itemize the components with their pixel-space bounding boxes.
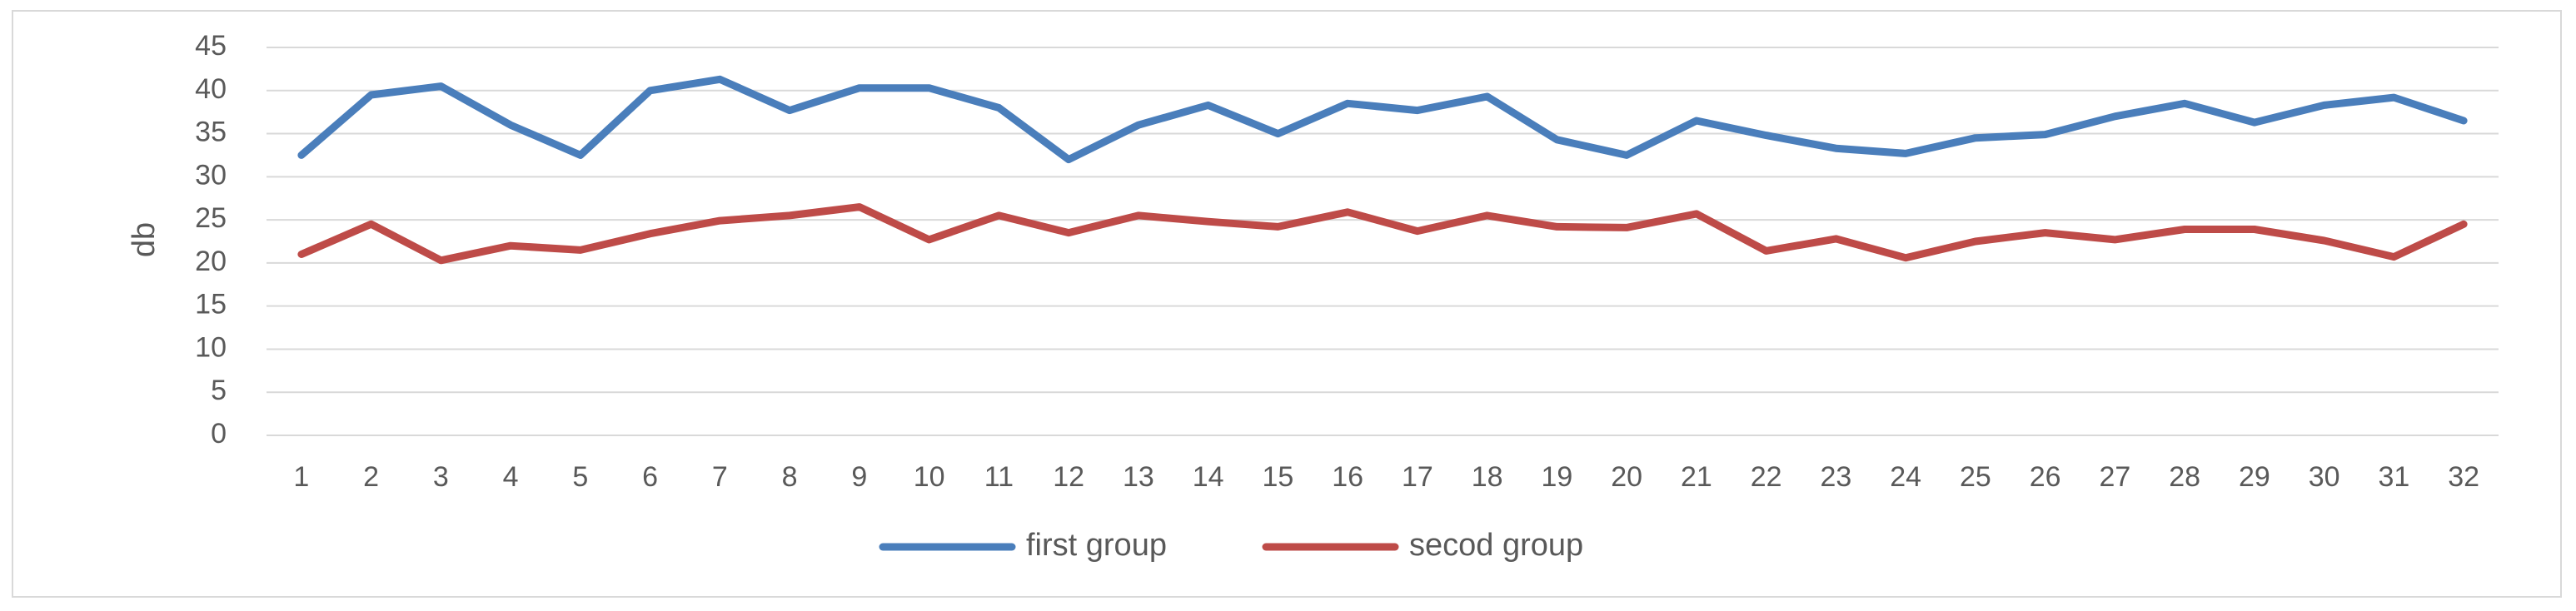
y-tick-label: 10 — [195, 331, 227, 363]
y-axis-title: db — [127, 222, 162, 257]
x-tick-label: 6 — [642, 461, 658, 493]
y-axis-ticks: 0 5 10 15 20 25 30 35 40 45 — [195, 30, 227, 450]
y-tick-label: 30 — [195, 159, 227, 191]
legend: first group secod group — [879, 528, 1583, 563]
x-tick-label: 16 — [1332, 461, 1363, 493]
x-tick-label: 21 — [1681, 461, 1712, 493]
x-tick-label: 19 — [1541, 461, 1572, 493]
x-tick-label: 2 — [363, 461, 379, 493]
y-tick-label: 25 — [195, 202, 227, 234]
y-tick-label: 5 — [211, 375, 227, 406]
legend-label-2: secod group — [1409, 528, 1583, 563]
series-line-1 — [297, 75, 2468, 164]
x-tick-label: 3 — [433, 461, 449, 493]
x-tick-label: 29 — [2239, 461, 2270, 493]
y-tick-label: 20 — [195, 246, 227, 277]
y-tick-label: 45 — [195, 30, 227, 62]
x-tick-label: 5 — [572, 461, 588, 493]
x-tick-label: 22 — [1751, 461, 1782, 493]
y-tick-label: 15 — [195, 289, 227, 320]
x-tick-label: 17 — [1402, 461, 1433, 493]
x-tick-label: 24 — [1890, 461, 1921, 493]
series-line-2 — [297, 203, 2468, 265]
y-tick-label: 40 — [195, 73, 227, 105]
x-tick-label: 12 — [1053, 461, 1084, 493]
gridlines — [267, 47, 2499, 436]
y-tick-label: 35 — [195, 117, 227, 148]
y-tick-label: 0 — [211, 418, 227, 450]
x-tick-label: 28 — [2169, 461, 2200, 493]
x-tick-label: 30 — [2309, 461, 2340, 493]
x-tick-label: 8 — [782, 461, 798, 493]
x-tick-label: 7 — [712, 461, 728, 493]
x-tick-label: 32 — [2448, 461, 2479, 493]
chart-frame — [12, 10, 2562, 598]
x-tick-label: 10 — [914, 461, 945, 493]
x-tick-label: 18 — [1472, 461, 1503, 493]
x-tick-label: 26 — [2030, 461, 2061, 493]
x-tick-label: 1 — [293, 461, 309, 493]
x-tick-label: 11 — [984, 461, 1014, 493]
x-tick-label: 31 — [2378, 461, 2409, 493]
x-tick-label: 25 — [1960, 461, 1991, 493]
x-tick-label: 20 — [1611, 461, 1642, 493]
legend-label-1: first group — [1026, 528, 1167, 563]
x-tick-label: 27 — [2099, 461, 2130, 493]
series-lines — [297, 75, 2468, 265]
x-tick-label: 23 — [1820, 461, 1851, 493]
x-tick-label: 9 — [851, 461, 867, 493]
x-tick-label: 14 — [1193, 461, 1224, 493]
x-tick-label: 15 — [1262, 461, 1293, 493]
x-tick-label: 13 — [1123, 461, 1154, 493]
x-axis-ticks: 1 2 3 4 5 6 7 8 9 10 11 12 13 14 15 16 17 18 19 20 21 22 23 24 2… — [293, 461, 2479, 493]
x-tick-label: 4 — [503, 461, 519, 493]
